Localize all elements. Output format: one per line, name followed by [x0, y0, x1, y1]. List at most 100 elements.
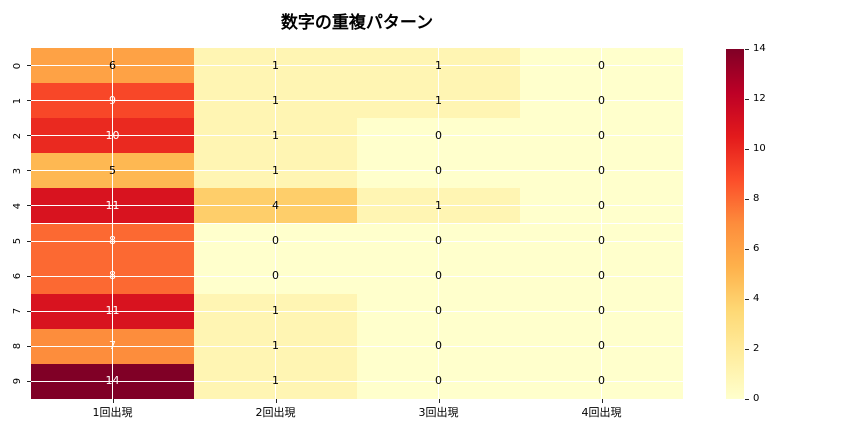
y-tick-label: 9	[12, 378, 23, 385]
cell-value: 0	[598, 374, 605, 388]
x-tick-mark	[438, 399, 440, 403]
y-tick-mark	[27, 275, 31, 277]
cell-value: 11	[105, 304, 120, 318]
y-tick-mark	[27, 205, 31, 207]
gridline-horizontal	[31, 205, 683, 207]
cell-value: 0	[435, 304, 442, 318]
cell-value: 0	[272, 234, 279, 248]
colorbar-tick-mark	[745, 198, 749, 200]
cell-value: 0	[598, 93, 605, 107]
gridline-vertical	[112, 48, 113, 399]
colorbar-tick-label: 0	[753, 393, 760, 404]
gridline-horizontal	[31, 135, 683, 137]
cell-value: 1	[435, 198, 442, 212]
cell-value: 1	[272, 163, 279, 177]
colorbar-tick-mark	[745, 298, 749, 300]
cell-value: 0	[435, 234, 442, 248]
gridline-horizontal	[31, 275, 683, 277]
cell-value: 9	[109, 93, 116, 107]
cell-value: 1	[272, 58, 279, 72]
gridline-horizontal	[31, 310, 683, 312]
y-tick-label: 0	[12, 62, 23, 69]
y-tick-mark	[27, 380, 31, 382]
cell-value: 14	[105, 374, 120, 388]
colorbar-tick-mark	[745, 398, 749, 400]
cell-value: 1	[435, 93, 442, 107]
x-tick-mark	[112, 399, 114, 403]
colorbar-tick-label: 6	[753, 243, 760, 254]
y-tick-mark	[27, 345, 31, 347]
gridline-horizontal	[31, 170, 683, 172]
cell-value: 7	[109, 339, 116, 353]
gridline-horizontal	[31, 100, 683, 102]
x-tick-label: 4回出現	[581, 406, 622, 419]
cell-value: 0	[598, 198, 605, 212]
x-tick-label: 1回出現	[92, 406, 133, 419]
cell-value: 1	[272, 304, 279, 318]
cell-value: 10	[105, 128, 120, 142]
colorbar-tick-mark	[745, 148, 749, 150]
y-tick-label: 8	[12, 343, 23, 350]
cell-value: 0	[435, 374, 442, 388]
cell-value: 8	[109, 234, 116, 248]
colorbar-tick-label: 4	[753, 293, 760, 304]
colorbar-tick-mark	[745, 248, 749, 250]
cell-value: 1	[272, 374, 279, 388]
cell-value: 6	[109, 58, 116, 72]
cell-value: 0	[598, 304, 605, 318]
y-tick-mark	[27, 310, 31, 312]
colorbar-tick-label: 2	[753, 343, 760, 354]
y-tick-label: 4	[12, 202, 23, 210]
cell-value: 0	[272, 269, 279, 283]
x-tick-mark	[601, 399, 603, 403]
cell-value: 0	[435, 269, 442, 283]
gridline-horizontal	[31, 65, 683, 67]
cell-value: 1	[272, 339, 279, 353]
gridline-horizontal	[31, 380, 683, 382]
colorbar-tick-mark	[745, 348, 749, 350]
y-tick-label: 7	[12, 308, 23, 315]
y-tick-label: 6	[12, 272, 23, 280]
y-tick-mark	[27, 65, 31, 67]
x-tick-label: 3回出現	[418, 406, 459, 419]
colorbar-tick-label: 10	[753, 143, 766, 154]
y-tick-label: 3	[12, 167, 23, 175]
cell-value: 0	[598, 269, 605, 283]
x-tick-mark	[275, 399, 277, 403]
cell-value: 0	[598, 234, 605, 248]
cell-value: 0	[598, 128, 605, 142]
cell-value: 0	[435, 163, 442, 177]
heatmap-plot: 6 1 1 0 9 1 1 0 10 1 0 0 5 1 0 0 11 4 1 0 8 0 0 0 8 0 0 0 11 1 0 0 7 1 0 0 1…	[31, 48, 683, 399]
gridline-vertical	[438, 48, 439, 399]
cell-value: 5	[109, 163, 116, 177]
y-tick-label: 2	[12, 132, 23, 139]
cell-value: 1	[435, 58, 442, 72]
y-tick-mark	[27, 170, 31, 172]
gridline-horizontal	[31, 345, 683, 347]
colorbar-tick-mark	[745, 98, 749, 100]
colorbar-tick-label: 8	[753, 193, 760, 204]
cell-value: 8	[109, 269, 116, 283]
y-tick-mark	[27, 240, 31, 242]
y-tick-label: 5	[12, 237, 23, 245]
colorbar-tick-mark	[745, 48, 749, 50]
cell-value: 0	[435, 128, 442, 142]
y-tick-label: 1	[12, 97, 23, 104]
y-tick-mark	[27, 135, 31, 137]
chart-title: 数字の重複パターン	[280, 13, 434, 33]
x-tick-label: 2回出現	[255, 406, 296, 419]
cell-value: 1	[272, 128, 279, 142]
cell-value: 0	[598, 58, 605, 72]
cell-value: 1	[272, 93, 279, 107]
y-tick-mark	[27, 100, 31, 102]
cell-value: 0	[435, 339, 442, 353]
gridline-horizontal	[31, 240, 683, 242]
colorbar-tick-label: 12	[753, 93, 766, 104]
gridline-vertical	[275, 48, 276, 399]
cell-value: 11	[105, 198, 120, 212]
cell-value: 4	[272, 198, 279, 212]
colorbar-tick-label: 14	[753, 43, 766, 54]
cell-value: 0	[598, 163, 605, 177]
colorbar	[726, 49, 744, 399]
